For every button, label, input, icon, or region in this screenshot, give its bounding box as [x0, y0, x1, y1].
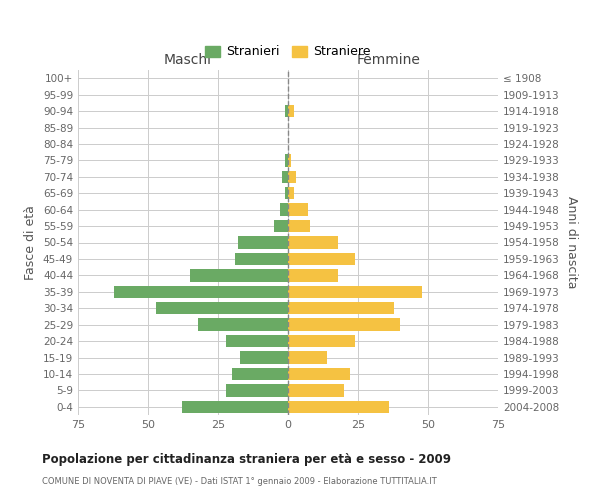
Bar: [115, 286, 288, 298]
Bar: [288, 105, 293, 117]
Text: COMUNE DI NOVENTA DI PIAVE (VE) - Dati ISTAT 1° gennaio 2009 - Elaborazione TUTT: COMUNE DI NOVENTA DI PIAVE (VE) - Dati I…: [42, 478, 437, 486]
Bar: [288, 302, 394, 314]
Bar: [288, 253, 355, 265]
Text: Popolazione per cittadinanza straniera per età e sesso - 2009: Popolazione per cittadinanza straniera p…: [42, 452, 451, 466]
Bar: [288, 286, 422, 298]
Bar: [280, 204, 288, 216]
Bar: [190, 269, 288, 281]
Bar: [288, 236, 338, 248]
Bar: [288, 352, 327, 364]
Bar: [288, 318, 400, 331]
Legend: Stranieri, Straniere: Stranieri, Straniere: [201, 42, 375, 62]
Text: Maschi: Maschi: [163, 52, 211, 66]
Bar: [288, 220, 310, 232]
Bar: [288, 384, 344, 396]
Bar: [182, 400, 288, 413]
Y-axis label: Fasce di età: Fasce di età: [25, 205, 37, 280]
Bar: [283, 170, 288, 183]
Bar: [285, 105, 288, 117]
Bar: [157, 302, 288, 314]
Bar: [288, 368, 350, 380]
Bar: [288, 269, 338, 281]
Bar: [274, 220, 288, 232]
Bar: [238, 236, 288, 248]
Bar: [241, 352, 288, 364]
Bar: [226, 384, 288, 396]
Bar: [285, 187, 288, 200]
Text: Femmine: Femmine: [357, 52, 421, 66]
Bar: [288, 170, 296, 183]
Bar: [226, 335, 288, 347]
Bar: [232, 368, 288, 380]
Bar: [285, 154, 288, 166]
Bar: [199, 318, 288, 331]
Bar: [288, 400, 389, 413]
Bar: [288, 204, 308, 216]
Y-axis label: Anni di nascita: Anni di nascita: [565, 196, 578, 289]
Bar: [235, 253, 288, 265]
Bar: [288, 154, 291, 166]
Bar: [288, 187, 293, 200]
Bar: [288, 335, 355, 347]
